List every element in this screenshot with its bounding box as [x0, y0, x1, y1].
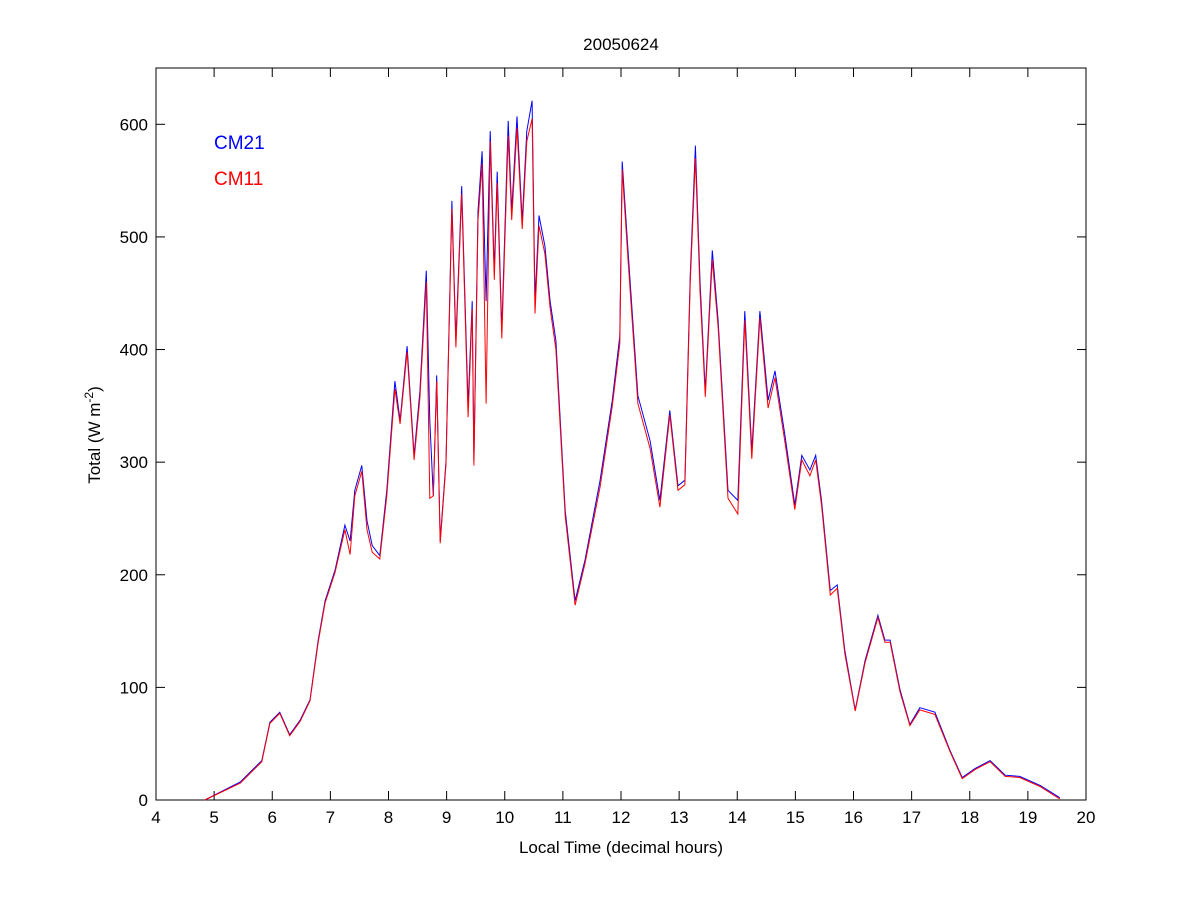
y-axis-label: Total (W m-2): [82, 386, 104, 484]
x-tick-label: 20: [1077, 808, 1096, 827]
legend-entry-cm21: CM21: [214, 133, 265, 154]
legend-entry-cm11: CM11: [214, 169, 263, 190]
x-tick-label: 15: [786, 808, 805, 827]
y-axis-label-main: Total (W m: [85, 403, 104, 484]
x-tick-label: 4: [151, 808, 160, 827]
x-tick-label: 19: [1018, 808, 1037, 827]
x-tick-label: 12: [612, 808, 631, 827]
x-tick-label: 13: [670, 808, 689, 827]
y-tick-label: 600: [120, 115, 148, 134]
chart-title: 20050624: [583, 35, 659, 54]
x-tick-label: 10: [495, 808, 514, 827]
y-axis-label-superscript: -2: [82, 392, 96, 403]
y-tick-label: 500: [120, 228, 148, 247]
x-tick-label: 14: [728, 808, 747, 827]
x-tick-label: 11: [554, 808, 572, 827]
x-tick-label: 18: [960, 808, 979, 827]
x-tick-label: 16: [844, 808, 863, 827]
y-tick-label: 400: [120, 341, 148, 360]
y-axis-label-close: ): [85, 386, 104, 392]
plot-area: [155, 67, 1087, 801]
y-tick-label: 0: [139, 791, 148, 810]
x-axis-label: Local Time (decimal hours): [519, 838, 723, 857]
y-tick-label: 200: [120, 566, 148, 585]
x-tick-label: 7: [326, 808, 335, 827]
x-tick-label: 17: [902, 808, 921, 827]
y-tick-label: 300: [120, 453, 148, 472]
y-tick-label: 100: [120, 678, 148, 697]
x-tick-label: 9: [442, 808, 451, 827]
x-tick-label: 5: [209, 808, 218, 827]
x-tick-label: 8: [384, 808, 393, 827]
series-line-cm11: [204, 118, 1061, 801]
x-tick-label: 6: [268, 808, 277, 827]
